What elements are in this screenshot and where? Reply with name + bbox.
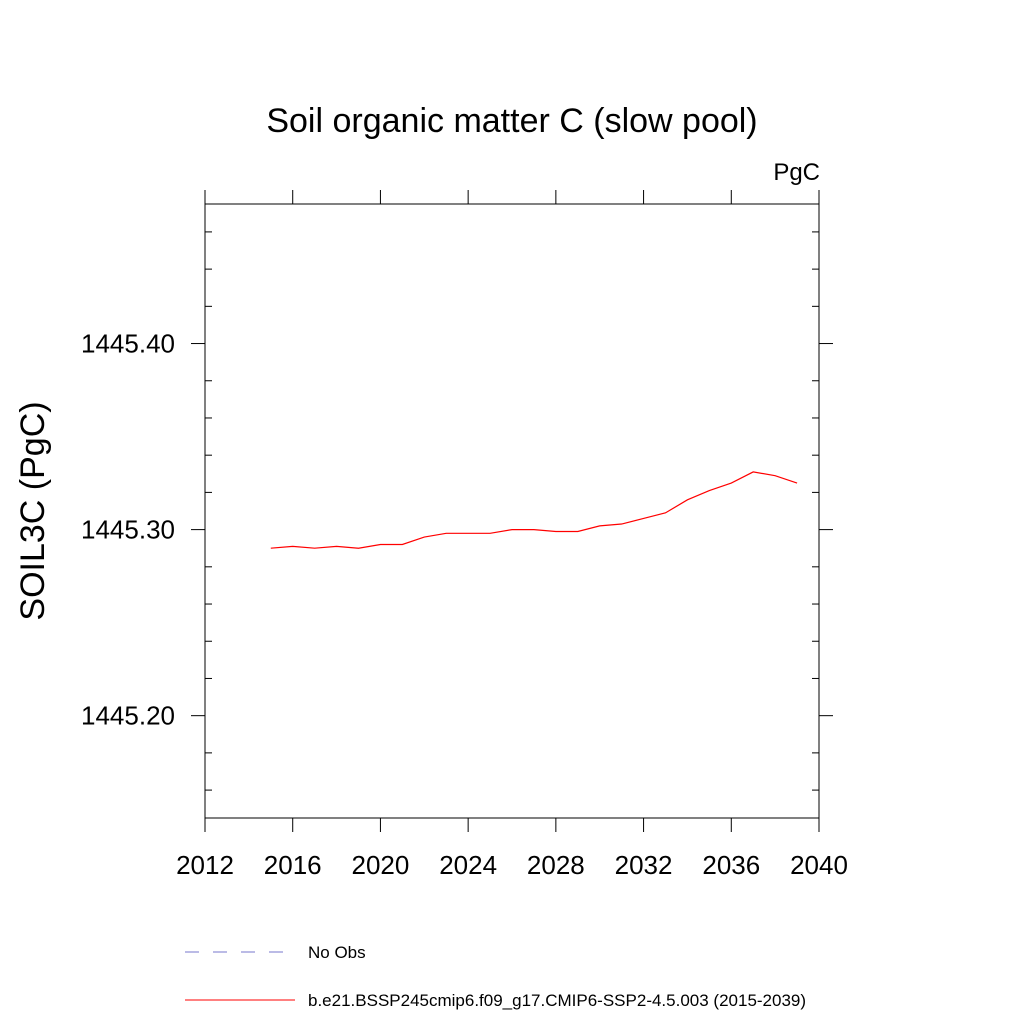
x-tick-label: 2020 [352, 850, 410, 880]
y-tick-label: 1445.30 [81, 515, 175, 545]
legend: No Obs b.e21.BSSP245cmip6.f09_g17.CMIP6-S… [185, 943, 806, 1010]
x-tick-label: 2040 [790, 850, 848, 880]
axis-ticks [191, 190, 833, 832]
x-tick-labels: 2012 2016 2020 2024 2028 2032 2036 2040 [176, 850, 848, 880]
legend-label: b.e21.BSSP245cmip6.f09_g17.CMIP6-SSP2-4.… [308, 991, 806, 1010]
x-tick-label: 2036 [702, 850, 760, 880]
units-label: PgC [773, 159, 820, 186]
chart-title: Soil organic matter C (slow pool) [266, 102, 757, 140]
y-tick-label: 1445.20 [81, 701, 175, 731]
x-tick-label: 2032 [615, 850, 673, 880]
x-tick-label: 2016 [264, 850, 322, 880]
series-line-0 [270, 471, 798, 549]
x-tick-label: 2012 [176, 850, 234, 880]
x-tick-label: 2028 [527, 850, 585, 880]
x-tick-label: 2024 [439, 850, 497, 880]
y-tick-label: 1445.40 [81, 329, 175, 359]
y-tick-labels: 1445.20 1445.30 1445.40 [81, 329, 175, 731]
legend-label: No Obs [308, 943, 366, 962]
plot-frame [204, 203, 820, 819]
y-axis-label: SOIL3C (PgC) [14, 401, 52, 620]
series-group [270, 471, 798, 549]
